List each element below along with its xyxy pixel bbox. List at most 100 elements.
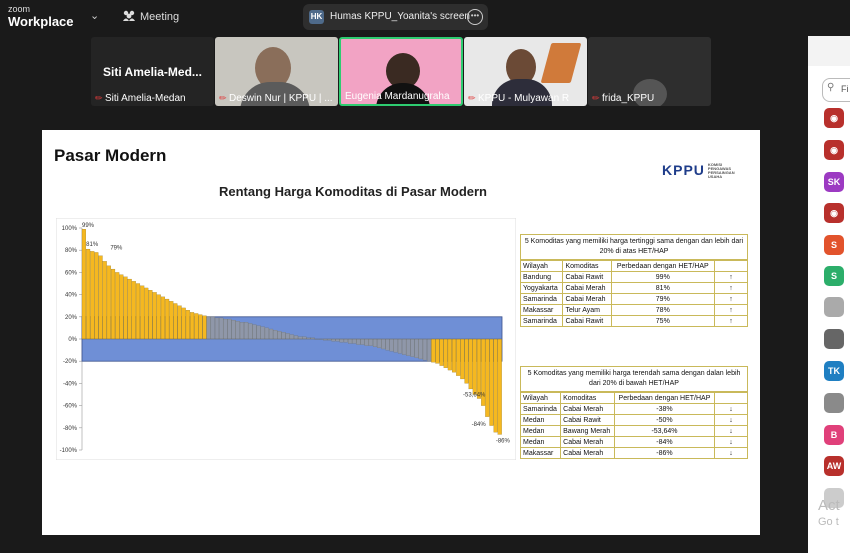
table-cell: Cabai Rawit: [562, 271, 612, 283]
avatar[interactable]: S: [824, 266, 844, 286]
avatar[interactable]: ◉: [824, 203, 844, 223]
table-row: Samarinda Cabai Rawit 75% ↑: [519, 315, 748, 327]
y-tick-label: 100%: [62, 226, 78, 232]
data-label: 81%: [86, 242, 99, 248]
avatar[interactable]: AW: [824, 456, 844, 476]
participant-big-name: Siti Amelia-Med...: [103, 65, 202, 79]
table-header: Wilayah Komoditas Perbedaan dengan HET/HAP: [519, 392, 748, 404]
bar: [148, 290, 153, 340]
bar: [223, 318, 228, 340]
y-tick-label: -60%: [63, 404, 78, 410]
more-options-icon[interactable]: •••: [467, 9, 483, 25]
participant-tile[interactable]: ✏ KPPU - Mulyawan R: [464, 37, 587, 106]
participant-tile[interactable]: ✏ frida_KPPU: [588, 37, 711, 106]
bar: [464, 338, 469, 384]
bar: [235, 321, 240, 340]
bar: [206, 316, 211, 340]
bar: [397, 338, 402, 354]
participant-name: ✏ frida_KPPU: [592, 93, 655, 104]
chevron-down-icon[interactable]: ⌄: [90, 10, 100, 22]
table-cell: ↓: [714, 425, 748, 437]
table-cell: Makassar: [519, 447, 562, 459]
bar: [169, 301, 174, 340]
table-cell: Telur Ayam: [562, 304, 612, 316]
participant-name: ✏ KPPU - Mulyawan R: [468, 93, 570, 104]
avatar[interactable]: B: [824, 425, 844, 445]
bar: [86, 248, 91, 340]
bar: [115, 272, 120, 340]
bar: [152, 292, 157, 340]
table-cell: ↑: [714, 293, 748, 305]
avatar[interactable]: TK: [824, 361, 844, 381]
participant-tile-active[interactable]: Eugenia Mardanugraha: [339, 37, 463, 106]
avatar[interactable]: ◉: [824, 140, 844, 160]
avatar[interactable]: [824, 329, 844, 349]
participant-tile[interactable]: Siti Amelia-Med... ✏ Siti Amelia-Medan: [91, 37, 214, 106]
header-cell: Komoditas: [560, 392, 615, 404]
table-cell: 99%: [610, 271, 716, 283]
table-row: Medan Cabai Rawit -50% ↓: [519, 414, 748, 426]
bar: [497, 338, 502, 435]
y-tick-label: 0%: [68, 337, 77, 343]
participant-tile[interactable]: ✏ Deswin Nur | KPPU | ...: [215, 37, 338, 106]
table-cell: ↓: [714, 436, 748, 448]
participant-body: [376, 83, 430, 104]
table-row: Samarinda Cabai Merah -38% ↓: [519, 403, 748, 415]
bar: [368, 338, 373, 346]
table-cell: Samarinda: [519, 293, 564, 305]
bar: [443, 338, 448, 368]
table-cell: ↑: [714, 304, 748, 316]
screen-share-pill[interactable]: HK Humas KPPU_Yoanita's screen •••: [303, 4, 488, 30]
bar: [177, 305, 182, 340]
bar: [377, 338, 382, 348]
header-cell: Komoditas: [562, 260, 612, 272]
participant-name: ✏ Siti Amelia-Medan: [95, 93, 186, 104]
bar: [264, 327, 269, 340]
bar: [239, 322, 244, 340]
table-cell: Yogyakarta: [519, 282, 564, 294]
header-cell: Wilayah: [519, 260, 564, 272]
bar: [356, 338, 361, 345]
brand-small: zoom: [8, 4, 31, 14]
table-cell: ↑: [714, 315, 748, 327]
table-row: Bandung Cabai Rawit 99% ↑: [519, 271, 748, 283]
bar: [427, 338, 432, 362]
bar: [260, 326, 265, 340]
table-cell: Makassar: [519, 304, 564, 316]
activate-windows-sub: Go t: [818, 516, 839, 528]
table-cell: ↑: [714, 271, 748, 283]
table-cell: Bawang Merah: [560, 425, 615, 437]
avatar[interactable]: SK: [824, 172, 844, 192]
table-cell: -38%: [613, 403, 716, 415]
activate-windows-watermark: Act: [818, 497, 840, 514]
table-cell: Samarinda: [519, 403, 562, 415]
y-tick-label: -20%: [63, 359, 78, 365]
search-input[interactable]: ⚲ Fi: [822, 78, 850, 102]
bar: [402, 338, 407, 355]
avatar[interactable]: [824, 297, 844, 317]
bar: [106, 265, 111, 340]
bar: [285, 333, 290, 340]
top-bar: zoom Workplace ⌄ Meeting HK Humas KPPU_Y…: [0, 0, 850, 36]
bar: [418, 338, 423, 360]
bar: [219, 317, 224, 340]
table-cell: Bandung: [519, 271, 564, 283]
table-header: Wilayah Komoditas Perbedaan dengan HET/HAP: [519, 260, 748, 272]
bottom-commodities-table: 5 Komoditas yang memiliki harga terendah…: [519, 366, 748, 459]
bar: [414, 338, 419, 358]
panel-header: [808, 36, 850, 66]
avatar[interactable]: ◉: [824, 108, 844, 128]
top-commodities-table: 5 Komoditas yang memiliki harga tertingg…: [519, 234, 748, 327]
bar: [476, 338, 482, 399]
avatar[interactable]: [824, 393, 844, 413]
bar: [273, 330, 278, 340]
sharer-avatar: HK: [309, 10, 324, 24]
meeting-menu[interactable]: Meeting: [122, 10, 179, 23]
bar: [439, 338, 444, 366]
avatar[interactable]: S: [824, 235, 844, 255]
bar: [348, 338, 353, 344]
avatar[interactable]: [824, 488, 844, 508]
bar: [214, 317, 220, 340]
bar: [202, 315, 207, 340]
table-row: Makassar Cabai Merah -86% ↓: [519, 447, 748, 459]
